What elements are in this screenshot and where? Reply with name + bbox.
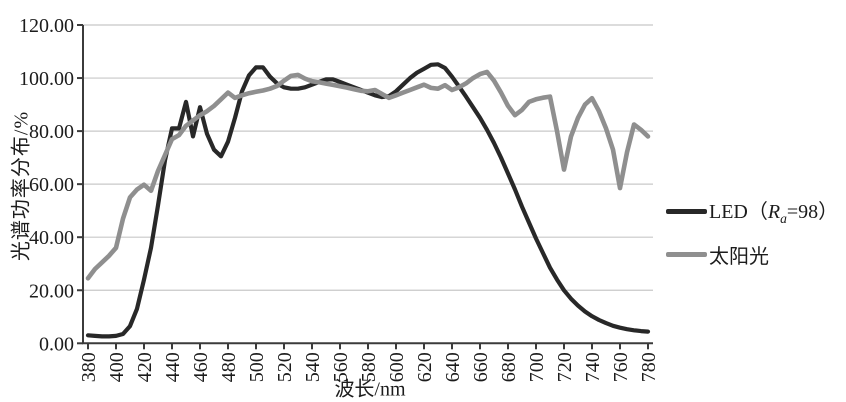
x-tick-label: 500 [246, 352, 268, 382]
x-tick-label: 480 [218, 352, 240, 382]
x-tick-label: 620 [414, 352, 436, 382]
x-tick-label: 440 [162, 352, 184, 382]
x-tick-label: 720 [554, 352, 576, 382]
y-axis-title: 光谱功率分布/% [10, 110, 33, 262]
y-tick-label: 60.00 [29, 174, 74, 196]
legend-item-sun: 太阳光 [666, 240, 838, 269]
legend-item-led: LED（Ra=98） [666, 195, 838, 227]
x-tick-label: 460 [190, 352, 212, 382]
y-tick-label: 0.00 [39, 333, 74, 355]
legend-label-sun: 太阳光 [709, 246, 769, 268]
x-tick-label: 680 [498, 352, 520, 382]
x-tick-label: 520 [274, 352, 296, 382]
legend: LED（Ra=98） 太阳光 [666, 195, 838, 269]
series-led-line [85, 62, 651, 339]
x-axis-title: 波长/nm [334, 378, 406, 401]
x-tick-label: 780 [638, 352, 660, 382]
x-tick-label: 560 [330, 352, 352, 382]
y-tick-label: 120.00 [19, 15, 74, 37]
x-tick-label: 380 [78, 352, 100, 382]
x-tick-label: 700 [526, 352, 548, 382]
x-tick-label: 660 [470, 352, 492, 382]
legend-label-led: LED（Ra=98） [709, 201, 839, 226]
legend-swatch-led [666, 208, 707, 214]
y-tick-label: 100.00 [19, 68, 74, 90]
x-tick-label: 400 [106, 352, 128, 382]
x-tick-label: 740 [582, 352, 604, 382]
x-tick-label: 640 [442, 352, 464, 382]
y-tick-label: 80.00 [29, 121, 74, 143]
x-tick-label: 600 [386, 352, 408, 382]
x-tick-label: 580 [358, 352, 380, 382]
series-sun-line [85, 69, 651, 281]
y-tick-label: 40.00 [29, 227, 74, 249]
x-tick-label: 760 [610, 352, 632, 382]
y-tick-label: 20.00 [29, 280, 74, 302]
legend-swatch-sun [666, 252, 707, 257]
x-tick-label: 540 [302, 352, 324, 382]
x-tick-label: 420 [134, 352, 156, 382]
